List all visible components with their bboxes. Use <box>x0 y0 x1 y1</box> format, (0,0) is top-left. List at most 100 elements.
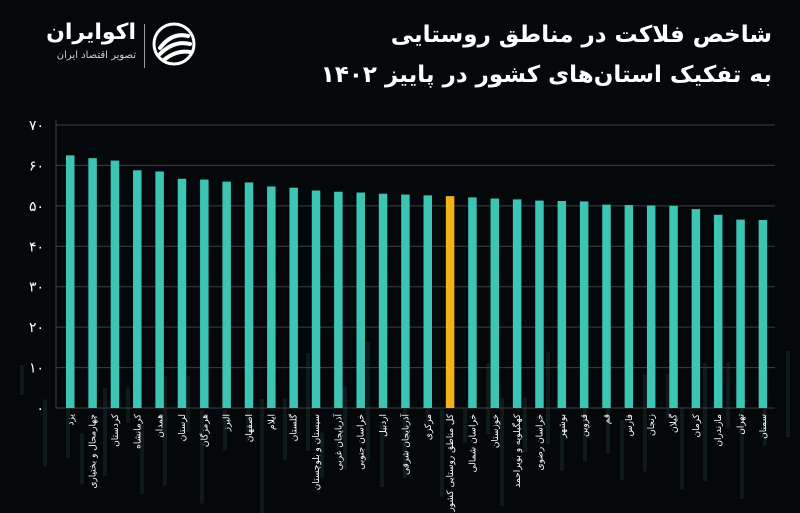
background-candle <box>560 431 564 471</box>
bar <box>602 204 611 408</box>
background-candle <box>380 421 384 487</box>
bar <box>155 171 164 408</box>
background-candle <box>500 398 504 506</box>
chart-title-line-1: شاخص فلاکت در مناطق روستایی <box>390 22 772 48</box>
x-tick-label: کردستان <box>111 413 121 447</box>
x-tick-label: اصفهان <box>245 414 255 442</box>
background-candle <box>523 397 527 453</box>
background-candle <box>283 398 287 460</box>
x-tick-label: کرمان <box>692 413 702 437</box>
y-tick-label: ۳۰ <box>29 280 44 296</box>
y-tick-label: ۱۰ <box>29 361 44 377</box>
brand-name: اکوایران <box>46 20 136 45</box>
x-tick-label: خراسان شمالی <box>468 414 478 473</box>
background-candle <box>20 365 24 395</box>
background-candle <box>200 410 204 504</box>
bar <box>66 155 75 408</box>
x-tick-label: قم <box>603 414 613 424</box>
brand-tagline: تصویر اقتصاد ایران <box>56 50 136 61</box>
bar <box>289 187 298 408</box>
bar <box>579 201 589 408</box>
background-candle <box>440 409 444 497</box>
bar <box>267 186 276 408</box>
bar <box>244 182 254 408</box>
brand-mark-icon <box>152 22 196 66</box>
bar <box>624 205 634 408</box>
x-tick-label: کل مناطق روستایی کشور <box>446 413 456 512</box>
background-candle <box>680 408 684 490</box>
background-candle <box>366 341 370 461</box>
x-tick-label: هرمزگان <box>198 414 210 447</box>
background-candle <box>140 422 144 494</box>
x-tick-label: ایلام <box>267 414 277 430</box>
bar <box>110 160 120 408</box>
background-candle <box>163 376 167 486</box>
background-candle <box>546 352 550 444</box>
bar <box>646 205 656 408</box>
y-tick-label: ۷۰ <box>29 118 44 134</box>
x-tick-label: فارس <box>625 414 635 436</box>
x-tick-label: همدان <box>156 414 166 438</box>
x-tick-label: آذربایجان شرقی <box>399 414 411 475</box>
bar <box>401 194 410 408</box>
y-tick-label: ۵۰ <box>29 199 44 215</box>
y-tick-label: ۴۰ <box>29 239 44 255</box>
background-candle <box>80 433 84 485</box>
bar <box>512 199 522 408</box>
y-tick-label: ۶۰ <box>29 158 44 174</box>
bar <box>311 190 321 408</box>
background-candle <box>463 409 467 443</box>
bar <box>423 195 432 408</box>
background-candle <box>740 397 744 499</box>
background-candle <box>43 399 47 467</box>
background-candle <box>703 363 707 481</box>
bar <box>356 192 365 408</box>
background-candle <box>403 375 407 479</box>
x-tick-label: خوزستان <box>491 414 501 448</box>
background-candle <box>786 351 790 437</box>
x-tick-label: مازندران <box>714 414 724 447</box>
y-tick-label: ۰ <box>36 401 44 417</box>
x-tick-label: زنجان <box>647 414 657 436</box>
x-tick-label: آذربایجان غربی <box>332 414 344 471</box>
bar <box>177 178 187 408</box>
x-tick-label: تهران <box>737 414 747 435</box>
bar <box>88 158 97 408</box>
background-candle <box>223 410 227 450</box>
background-candle <box>260 399 264 513</box>
x-tick-label: مرکزی <box>424 414 434 440</box>
bar <box>691 209 701 408</box>
background-candle <box>103 388 107 476</box>
x-tick-label: کهگیلویه و بویراحمد <box>511 413 523 487</box>
background-candle <box>320 432 324 478</box>
bar <box>222 181 231 408</box>
bar <box>468 197 477 408</box>
bar-highlight <box>445 196 455 408</box>
chart-title-line-2: به تفکیک استان‌های کشور در پاییز ۱۴۰۲ <box>320 62 772 88</box>
x-tick-label: خراسان جنوبی <box>357 414 367 470</box>
bar <box>200 179 209 408</box>
x-tick-label: اردبیل <box>379 414 389 437</box>
x-tick-label: سیستان و بلوچستان <box>312 414 322 490</box>
bar <box>557 201 567 408</box>
background-candle <box>763 396 767 446</box>
bar <box>334 191 343 408</box>
background-candle <box>306 353 310 451</box>
x-tick-label: لرستان <box>178 414 188 441</box>
bar <box>378 193 388 408</box>
x-tick-label: کرمانشاه <box>133 413 143 449</box>
background-candle <box>343 387 347 469</box>
x-tick-label: سمنان <box>759 414 769 439</box>
background-candle <box>186 376 190 432</box>
background-candle <box>126 387 130 423</box>
bar <box>535 200 544 408</box>
bar <box>736 219 745 408</box>
logo-divider <box>144 24 145 68</box>
brand-logo: اکوایران تصویر اقتصاد ایران <box>36 20 196 80</box>
background-candle <box>666 374 670 418</box>
bar <box>669 205 678 408</box>
y-tick-label: ۲۰ <box>29 320 44 336</box>
background-candle <box>583 386 587 462</box>
x-tick-label: چهارمحال و بختیاری <box>89 414 99 489</box>
